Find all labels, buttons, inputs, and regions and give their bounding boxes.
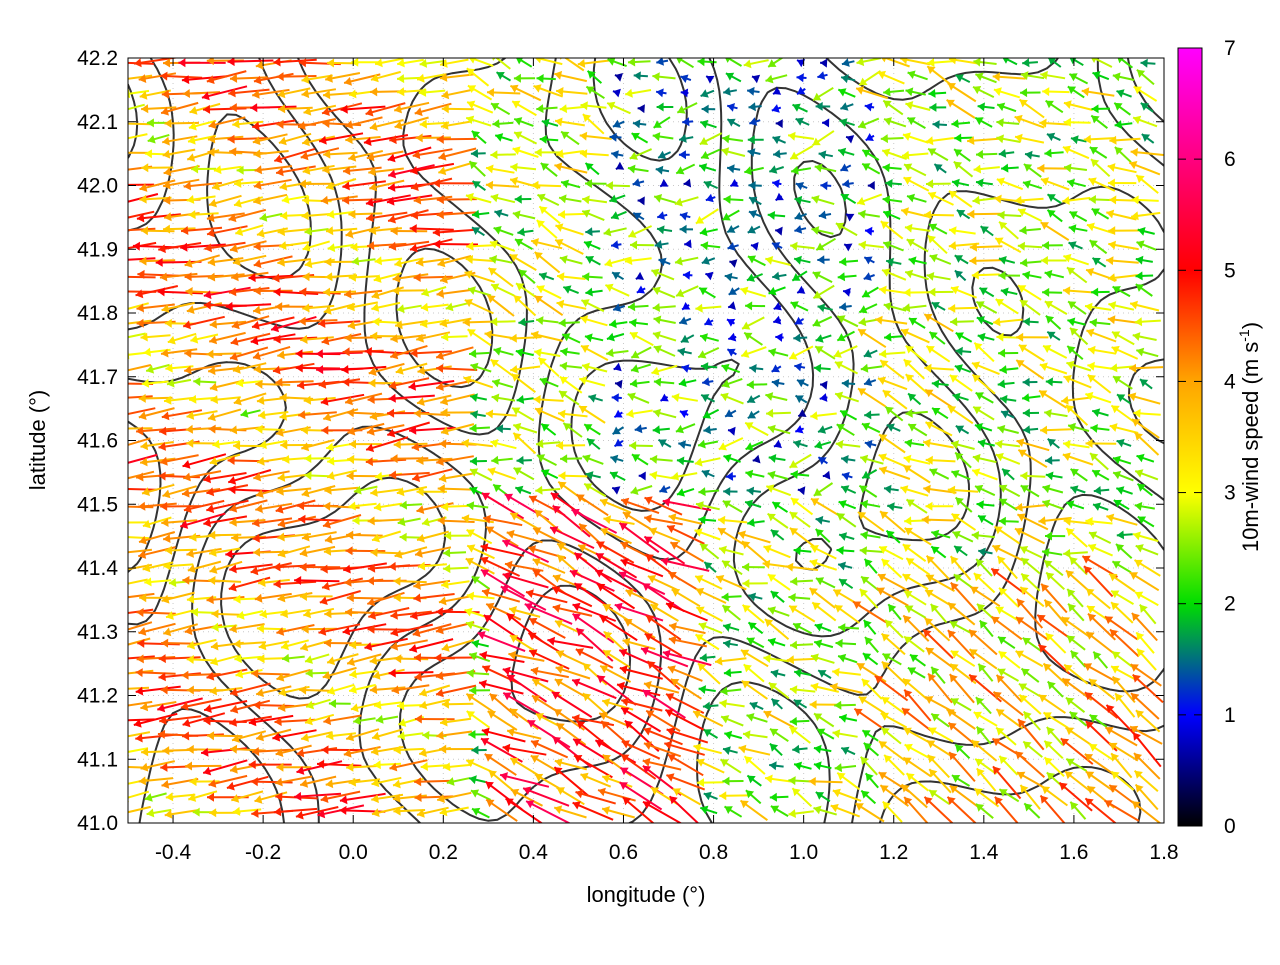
wind-arrow-head (117, 593, 125, 602)
wind-arrow-shaft (114, 277, 156, 278)
wind-arrow-head (112, 394, 119, 403)
wind-arrow-shaft (114, 489, 157, 490)
wind-arrow-head (121, 333, 129, 342)
wind-arrow-head (119, 119, 126, 128)
wind-arrow-head (120, 518, 127, 527)
wind-arrow-head (114, 272, 121, 281)
wind-arrow-head (120, 105, 128, 114)
wind-arrow-head (117, 148, 124, 157)
wind-arrow-head (112, 215, 120, 224)
wind-arrow-head (115, 226, 122, 235)
wind-arrow-head (119, 75, 127, 84)
wind-arrow-head (118, 580, 126, 589)
wind-arrow-head (111, 610, 119, 619)
wind-arrow-head (119, 565, 127, 574)
wind-arrow-head (118, 475, 126, 484)
wind-arrow-head (123, 89, 131, 98)
wind-arrow-head (115, 411, 123, 420)
wind-arrow-head (114, 287, 121, 296)
wind-arrow-head (120, 134, 128, 143)
wind-arrow-head (119, 319, 127, 328)
wind-arrow-head (119, 424, 126, 433)
wind-arrow-head (116, 548, 123, 557)
wind-arrow-head (114, 199, 122, 208)
wind-arrow-head (114, 484, 121, 493)
wind-arrow-head (112, 461, 120, 470)
wind-arrow-shaft (119, 123, 151, 124)
wind-arrow-head (120, 533, 127, 542)
wind-arrow-head (120, 305, 128, 314)
